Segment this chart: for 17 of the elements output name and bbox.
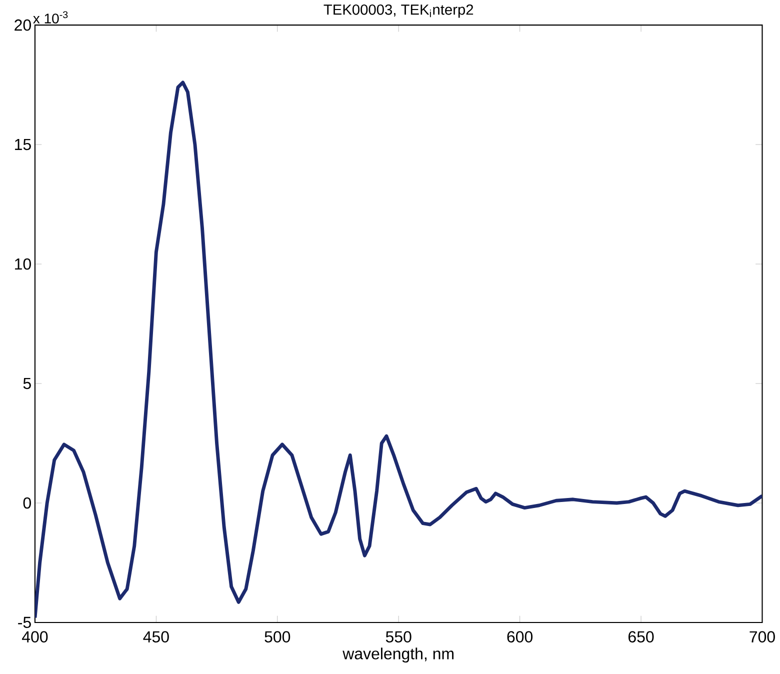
x-axis-title: wavelength, nm: [342, 647, 454, 662]
y-tick-label: -5: [18, 616, 31, 628]
x-tick-label: 550: [386, 630, 412, 642]
x-tick-label: 400: [22, 630, 48, 642]
x-tick-label: 500: [264, 630, 290, 642]
text: x 10$^{-3}$: [33, 11, 68, 24]
x-tick-label: 600: [507, 630, 533, 642]
y-tick-label: 0: [23, 497, 31, 508]
x-tick-label: 450: [143, 630, 169, 642]
x-tick-label: 700: [750, 630, 775, 642]
x-tick-label: 650: [628, 630, 654, 642]
line-series: [34, 80, 762, 620]
chart-title: TEK00003, TEK$_{i}$nterp2: [324, 4, 474, 18]
y-tick-label: 5: [23, 378, 31, 389]
y-tick-label: 10: [15, 258, 31, 270]
y-tick-label: 15: [15, 138, 31, 150]
y-tick-label: 20: [14, 19, 31, 31]
